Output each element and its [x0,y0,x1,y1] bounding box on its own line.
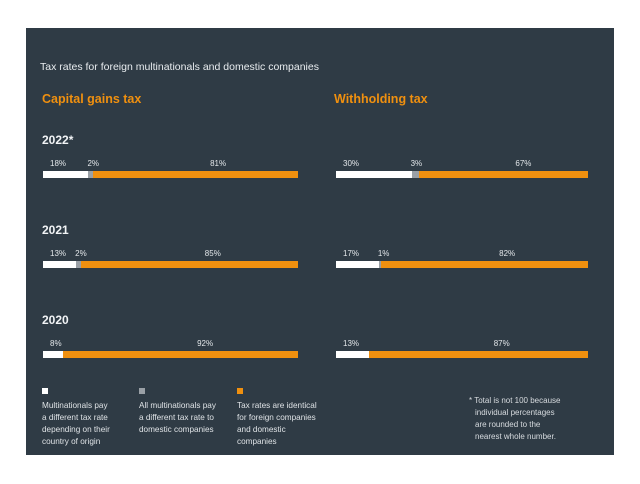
segment-identical [419,171,588,178]
value-label: 67% [515,159,532,168]
legend-swatch-orange [237,388,243,394]
legend-label: Tax rates are identical for foreign comp… [237,401,317,446]
segment-all-different [411,171,420,178]
value-label: 18% [50,159,67,168]
chart-panel: Tax rates for foreign multinationals and… [26,28,614,455]
segment-country-of-origin [43,171,89,178]
value-label: 3% [410,159,423,168]
footnote-line: individual percentages [475,408,555,417]
footnote-line: * Total is not 100 because [469,396,561,405]
footnote-line: are rounded to the [475,420,541,429]
segment-all-different [76,261,82,268]
segment-country-of-origin [336,171,412,178]
panel-title-withholding: Withholding tax [334,92,428,106]
segment-all-different [378,261,382,268]
value-label: 81% [210,159,227,168]
segment-identical [381,261,588,268]
legend-item-country-of-origin: Multinationals pay a different tax rate … [42,388,110,448]
bar-row [336,171,588,178]
value-label: 2% [75,249,87,258]
footnote-line: nearest whole number. [475,432,556,441]
value-label: 30% [343,159,360,168]
bar-row [336,351,588,358]
value-label: 8% [50,339,62,348]
bar-row [43,171,298,178]
segment-identical [368,351,588,358]
value-label: 92% [197,339,214,348]
segment-identical [63,351,298,358]
panel-title-capital-gains: Capital gains tax [42,92,142,106]
bar-row [43,261,298,268]
year-label: 2020 [42,313,69,327]
value-label: 87% [493,339,510,348]
legend-label: All multinationals pay a different tax r… [139,401,216,434]
value-label: 13% [50,249,67,258]
segment-country-of-origin [43,351,64,358]
value-label: 2% [87,159,99,168]
value-label: 1% [377,249,390,258]
segment-identical [81,261,298,268]
segment-country-of-origin [336,261,379,268]
segment-identical [93,171,298,178]
year-label: 2021 [42,223,69,237]
bar-row [336,261,588,268]
year-label: 2022* [42,133,74,147]
value-label: 82% [499,249,516,258]
footnote: * Total is not 100 because individual pe… [469,395,560,443]
segment-country-of-origin [43,261,77,268]
segment-all-different [88,171,94,178]
chart-title: Tax rates for foreign multinationals and… [40,61,319,73]
legend-label: Multinationals pay a different tax rate … [42,401,110,446]
legend-swatch-gray [139,388,145,394]
legend-item-identical: Tax rates are identical for foreign comp… [237,388,317,448]
legend-item-all-different: All multinationals pay a different tax r… [139,388,216,436]
legend-swatch-white [42,388,48,394]
bar-row [43,351,298,358]
segment-country-of-origin [336,351,369,358]
value-label: 13% [343,339,360,348]
value-label: 85% [204,249,221,258]
value-label: 17% [343,249,360,258]
